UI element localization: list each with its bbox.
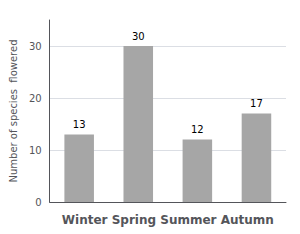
svg-text:Winter Spring Summer Autumn: Winter Spring Summer Autumn [62,213,274,227]
svg-text:10: 10 [29,145,42,156]
svg-text:20: 20 [29,93,42,104]
svg-text:13: 13 [73,119,86,130]
svg-text:Number of species flowered: Number of species flowered [8,39,19,182]
svg-text:17: 17 [250,98,263,109]
svg-text:30: 30 [29,41,42,52]
svg-text:30: 30 [132,31,145,42]
svg-text:12: 12 [191,124,204,135]
svg-text:0: 0 [35,197,41,208]
